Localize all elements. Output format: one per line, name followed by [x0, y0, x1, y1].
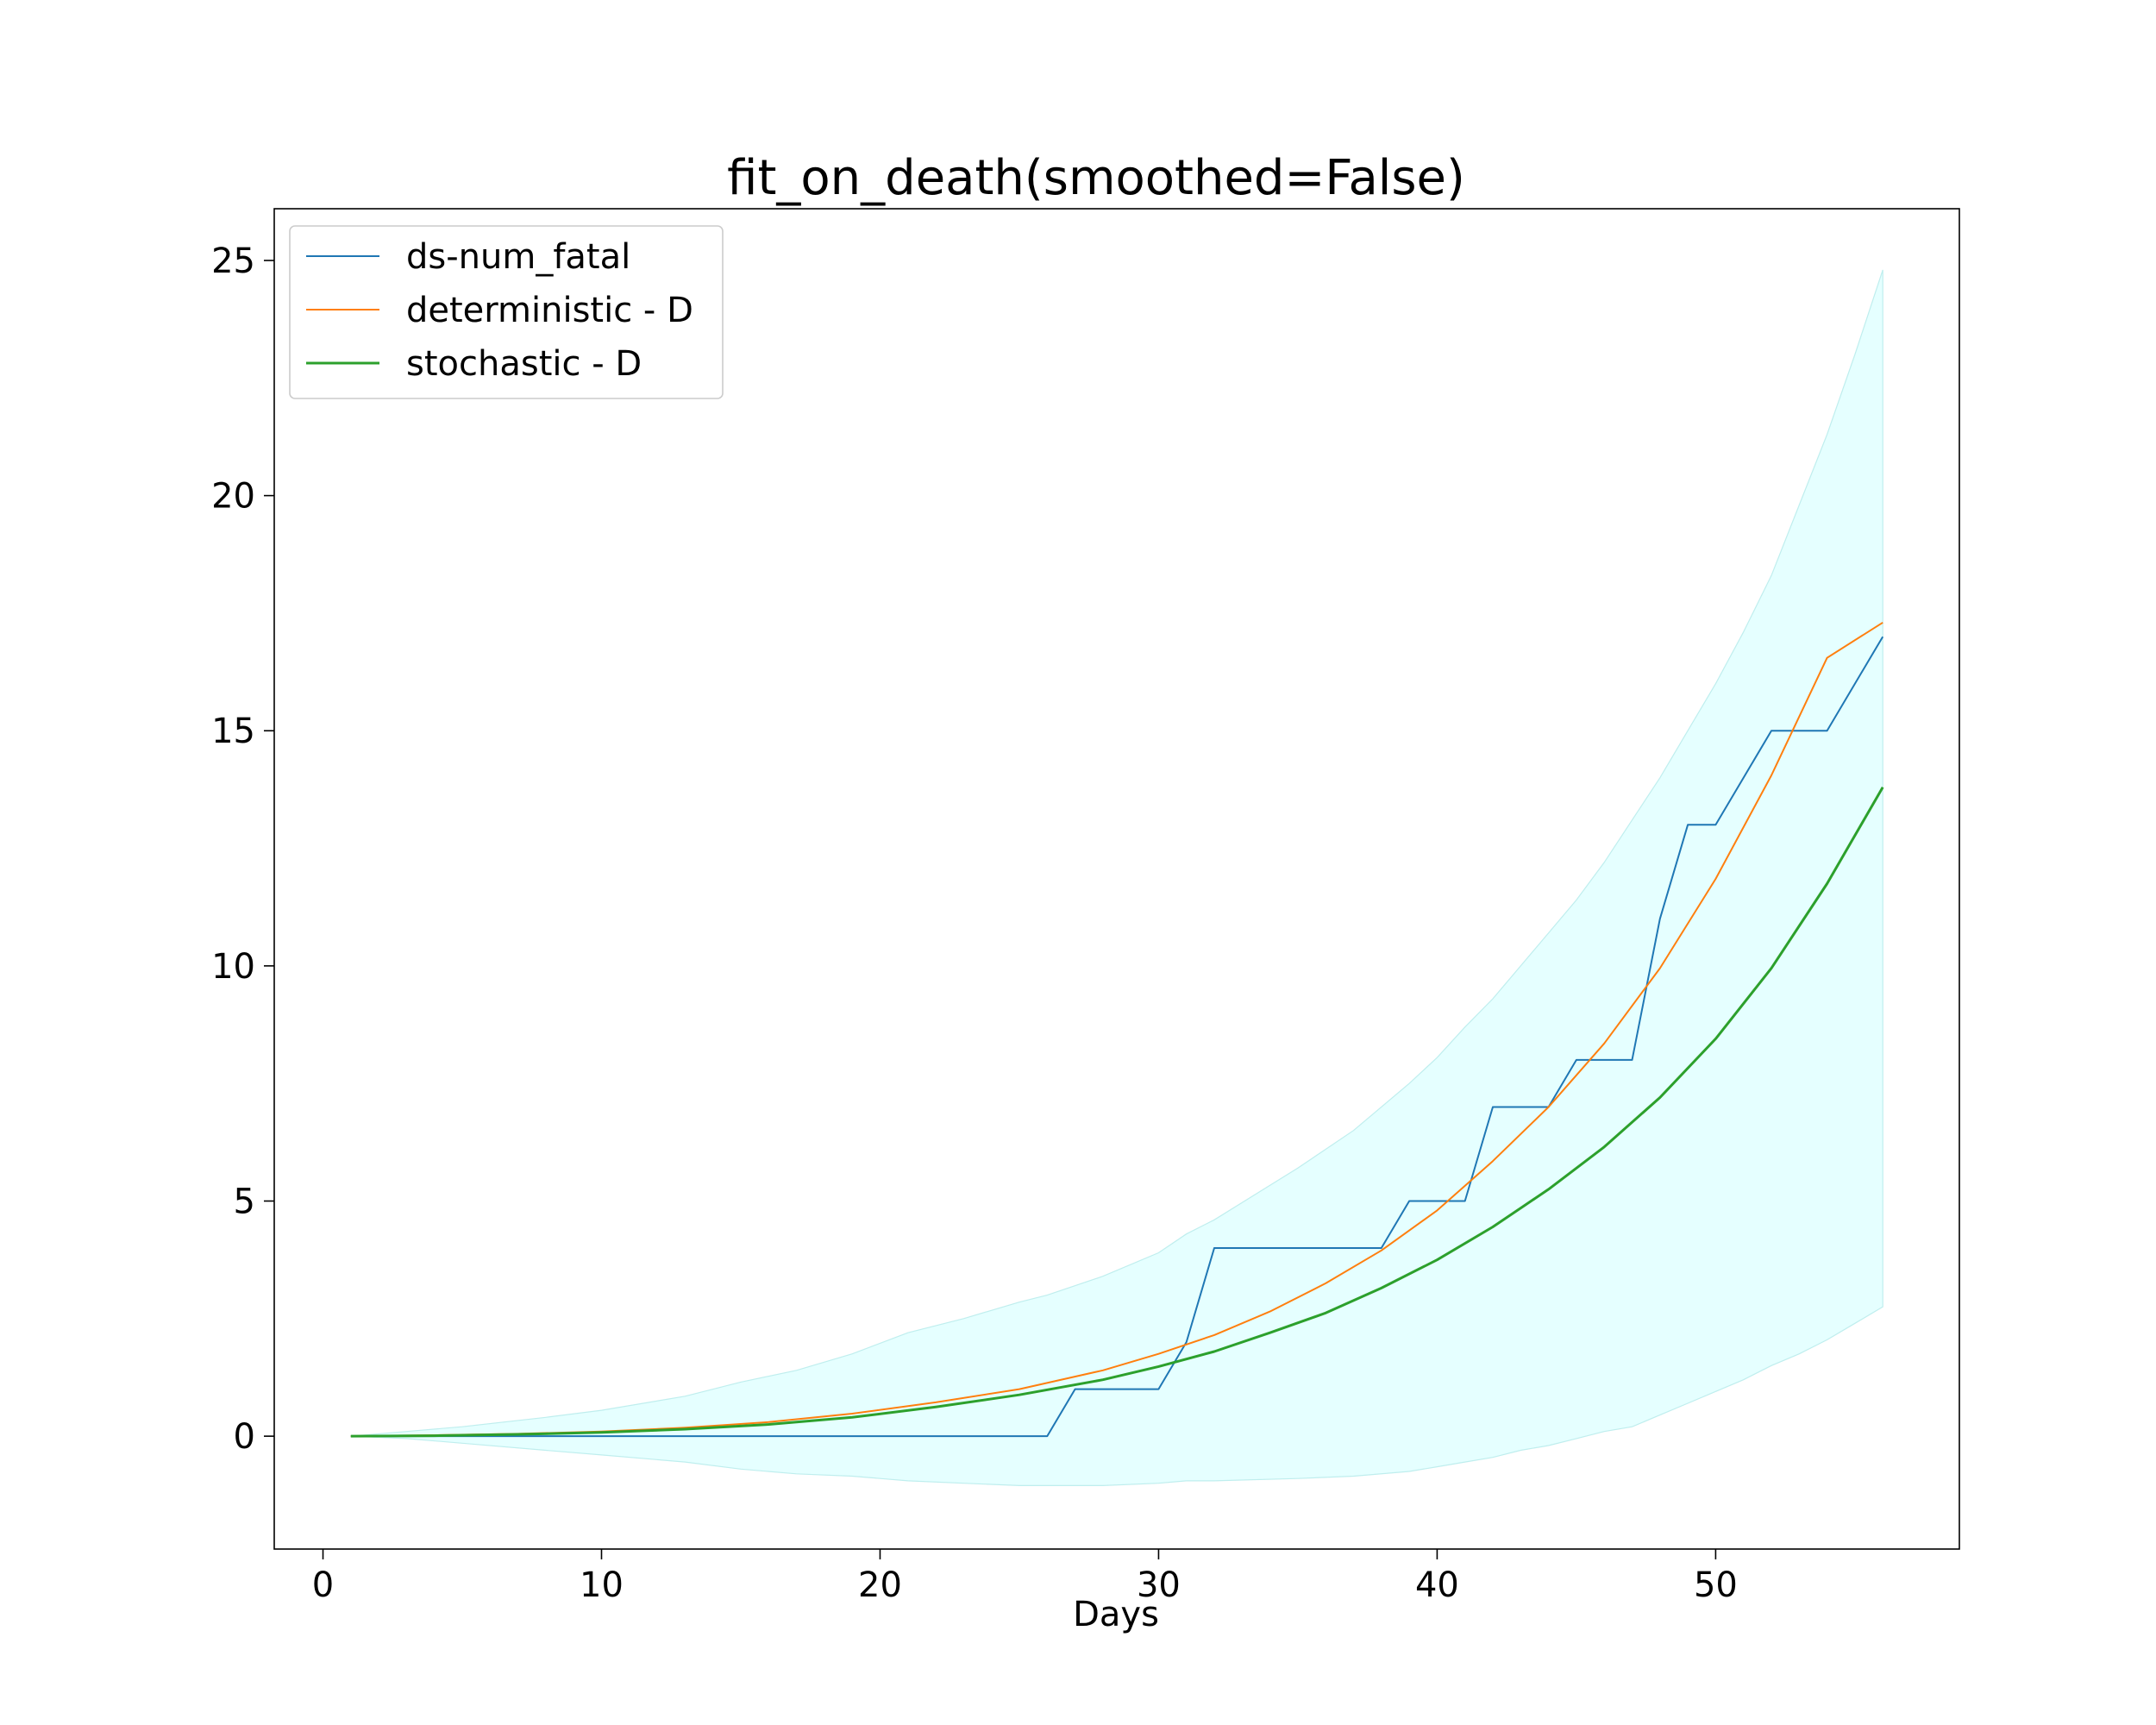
- y-tick-label: 10: [211, 947, 255, 987]
- legend-label-stochastic: stochastic - D: [406, 344, 642, 384]
- confidence-band-layer: [350, 269, 1883, 1487]
- x-tick-label: 10: [580, 1565, 624, 1605]
- legend-label-ds-num-fatal: ds-num_fatal: [406, 237, 630, 277]
- x-tick-label: 50: [1694, 1565, 1738, 1605]
- series-line-stochastic-d: [350, 786, 1884, 1438]
- legend: ds-num_fatal deterministic - D stochasti…: [289, 225, 724, 399]
- y-tick-label: 5: [234, 1182, 255, 1222]
- plot-area-frame: [273, 208, 1960, 1550]
- x-tick-label: 0: [312, 1565, 334, 1605]
- series-line-deterministic-d: [350, 621, 1883, 1438]
- stochastic-band: [350, 269, 1883, 1487]
- x-axis-label: Days: [1073, 1595, 1159, 1634]
- series-line-ds-num-fatal: [350, 636, 1884, 1438]
- legend-frame: [289, 225, 724, 399]
- y-tick-label: 0: [234, 1417, 255, 1457]
- x-axis: 0 10 20 30 40 50: [312, 1549, 1738, 1605]
- y-axis: 0 5 10 15 20 25: [211, 242, 274, 1457]
- y-tick-label: 20: [211, 477, 255, 517]
- x-tick-label: 40: [1415, 1565, 1459, 1605]
- series-layer: [350, 621, 1884, 1438]
- x-tick-label: 20: [858, 1565, 902, 1605]
- y-tick-label: 15: [211, 712, 255, 751]
- legend-label-deterministic: deterministic - D: [406, 291, 693, 330]
- x-tick-label: 30: [1137, 1565, 1181, 1605]
- chart-title: fit_on_death(smoothed=False): [727, 150, 1465, 206]
- y-tick-label: 25: [211, 242, 255, 281]
